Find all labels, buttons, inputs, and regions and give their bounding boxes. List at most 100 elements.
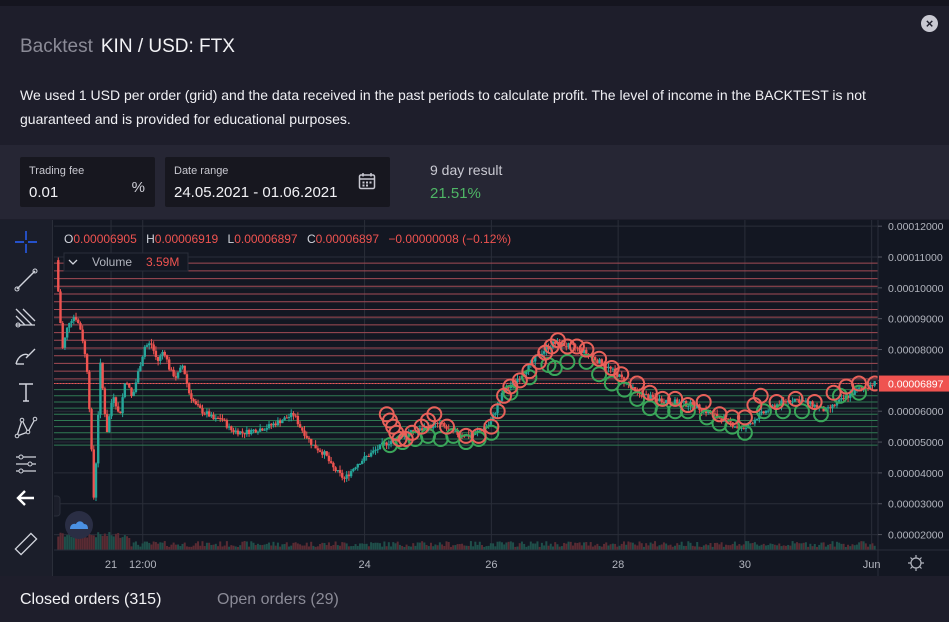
volume-bar: [494, 546, 497, 550]
candle-body: [385, 442, 388, 446]
volume-bar: [467, 545, 470, 550]
volume-bar: [234, 546, 237, 550]
candle-body: [223, 419, 226, 421]
volume-bar: [873, 545, 876, 550]
volume-bar: [221, 546, 224, 550]
candle-body: [154, 350, 158, 357]
volume-bar: [543, 545, 546, 550]
candle-body: [194, 401, 198, 405]
volume-bar: [159, 542, 162, 550]
volume-bar: [390, 546, 393, 550]
volume-bar: [565, 543, 568, 550]
volume-legend-box[interactable]: [63, 252, 189, 272]
candle-body: [94, 463, 98, 498]
volume-bar: [230, 545, 233, 550]
ruler-icon[interactable]: [12, 530, 40, 558]
calendar-icon[interactable]: [358, 172, 376, 190]
volume-bar: [725, 544, 728, 550]
candle-body: [361, 460, 364, 464]
close-icon[interactable]: ×: [921, 15, 938, 32]
volume-bar: [658, 545, 661, 550]
volume-bar: [86, 537, 89, 550]
date-range-field[interactable]: Date range 24.05.2021 - 01.06.2021: [165, 157, 390, 207]
candle-body: [644, 393, 648, 395]
brush-icon[interactable]: [12, 342, 40, 370]
trading-fee-value[interactable]: 0.01: [29, 184, 59, 201]
volume-bar: [685, 545, 688, 550]
volume-label: Volume: [92, 255, 132, 269]
text-icon[interactable]: [12, 378, 40, 406]
buy-order-marker: [793, 403, 810, 420]
back-arrow-icon[interactable]: [12, 484, 40, 512]
candle-body: [305, 435, 308, 438]
candle-body: [258, 428, 262, 432]
buy-order-marker: [812, 406, 829, 423]
candle-body: [611, 368, 615, 370]
last-price-badge: [879, 375, 949, 392]
volume-bar: [239, 545, 242, 550]
volume-bar: [334, 541, 337, 550]
trading-fee-field[interactable]: Trading fee 0.01 %: [20, 157, 155, 207]
price-scale[interactable]: [878, 220, 949, 576]
candle-body: [434, 422, 437, 425]
volume-bar: [840, 543, 843, 550]
pitchfork-icon[interactable]: [12, 304, 40, 332]
candle-body: [531, 361, 535, 363]
volume-bar: [141, 543, 144, 550]
candle-body: [108, 416, 111, 433]
volume-bar: [99, 534, 102, 550]
x-tick-label: 28: [612, 559, 624, 571]
buy-order-marker: [546, 360, 563, 377]
volume-bar: [518, 543, 521, 550]
volume-bar: [350, 546, 353, 550]
volume-bar: [425, 544, 428, 550]
volume-bar: [815, 546, 818, 550]
date-range-value[interactable]: 24.05.2021 - 01.06.2021: [174, 184, 338, 201]
candle-body: [518, 378, 521, 380]
candle-body: [418, 428, 422, 431]
volume-bar: [449, 546, 452, 550]
y-tick-label: 0.00004000: [888, 468, 944, 480]
volume-bar: [197, 541, 200, 550]
candle-body: [216, 418, 220, 420]
pattern-icon[interactable]: [12, 414, 40, 442]
volume-bar: [436, 545, 439, 550]
chevron-down-icon[interactable]: [68, 259, 78, 265]
volume-bar: [248, 546, 251, 550]
tab-closed-orders[interactable]: Closed orders (315): [20, 591, 162, 608]
chart-area[interactable]: 0.00012000 0.00011000 0.00010000 0.00009000…: [0, 220, 949, 576]
candle-body: [394, 437, 397, 439]
price-chart[interactable]: 0.00012000 0.00011000 0.00010000 0.00009000…: [54, 220, 949, 576]
candle-body: [682, 400, 686, 402]
volume-bar: [343, 542, 346, 550]
volume-bar: [532, 543, 535, 550]
candle-body: [187, 383, 191, 394]
prediction-icon[interactable]: [12, 450, 40, 478]
volume-bar: [152, 541, 155, 550]
volume-bar: [549, 543, 552, 550]
candle-body: [354, 467, 357, 470]
volume-bar: [702, 545, 705, 550]
trend-line-icon[interactable]: [12, 266, 40, 294]
candle-body: [296, 415, 300, 425]
y-tick-label: 0.00009000: [888, 314, 944, 326]
volume-bar: [427, 546, 430, 550]
candle-body: [196, 404, 200, 406]
chart-grid: [54, 220, 878, 550]
volume-bar: [472, 546, 475, 550]
volume-bar: [538, 546, 541, 550]
crosshair-icon[interactable]: [12, 228, 40, 256]
sell-order-marker: [629, 375, 646, 392]
candle-body: [762, 411, 765, 414]
volume-bar: [454, 545, 457, 550]
tab-open-orders[interactable]: Open orders (29): [217, 591, 339, 608]
volume-bar: [243, 541, 246, 550]
volume-bar: [101, 535, 104, 550]
volume-bar: [387, 542, 390, 550]
volume-bar: [587, 545, 590, 550]
volume-bar: [292, 542, 295, 550]
volume-bar: [585, 542, 588, 550]
candle-body: [791, 401, 794, 403]
buy-order-marker: [850, 384, 867, 401]
collapse-toolbar-button[interactable]: [54, 495, 61, 517]
